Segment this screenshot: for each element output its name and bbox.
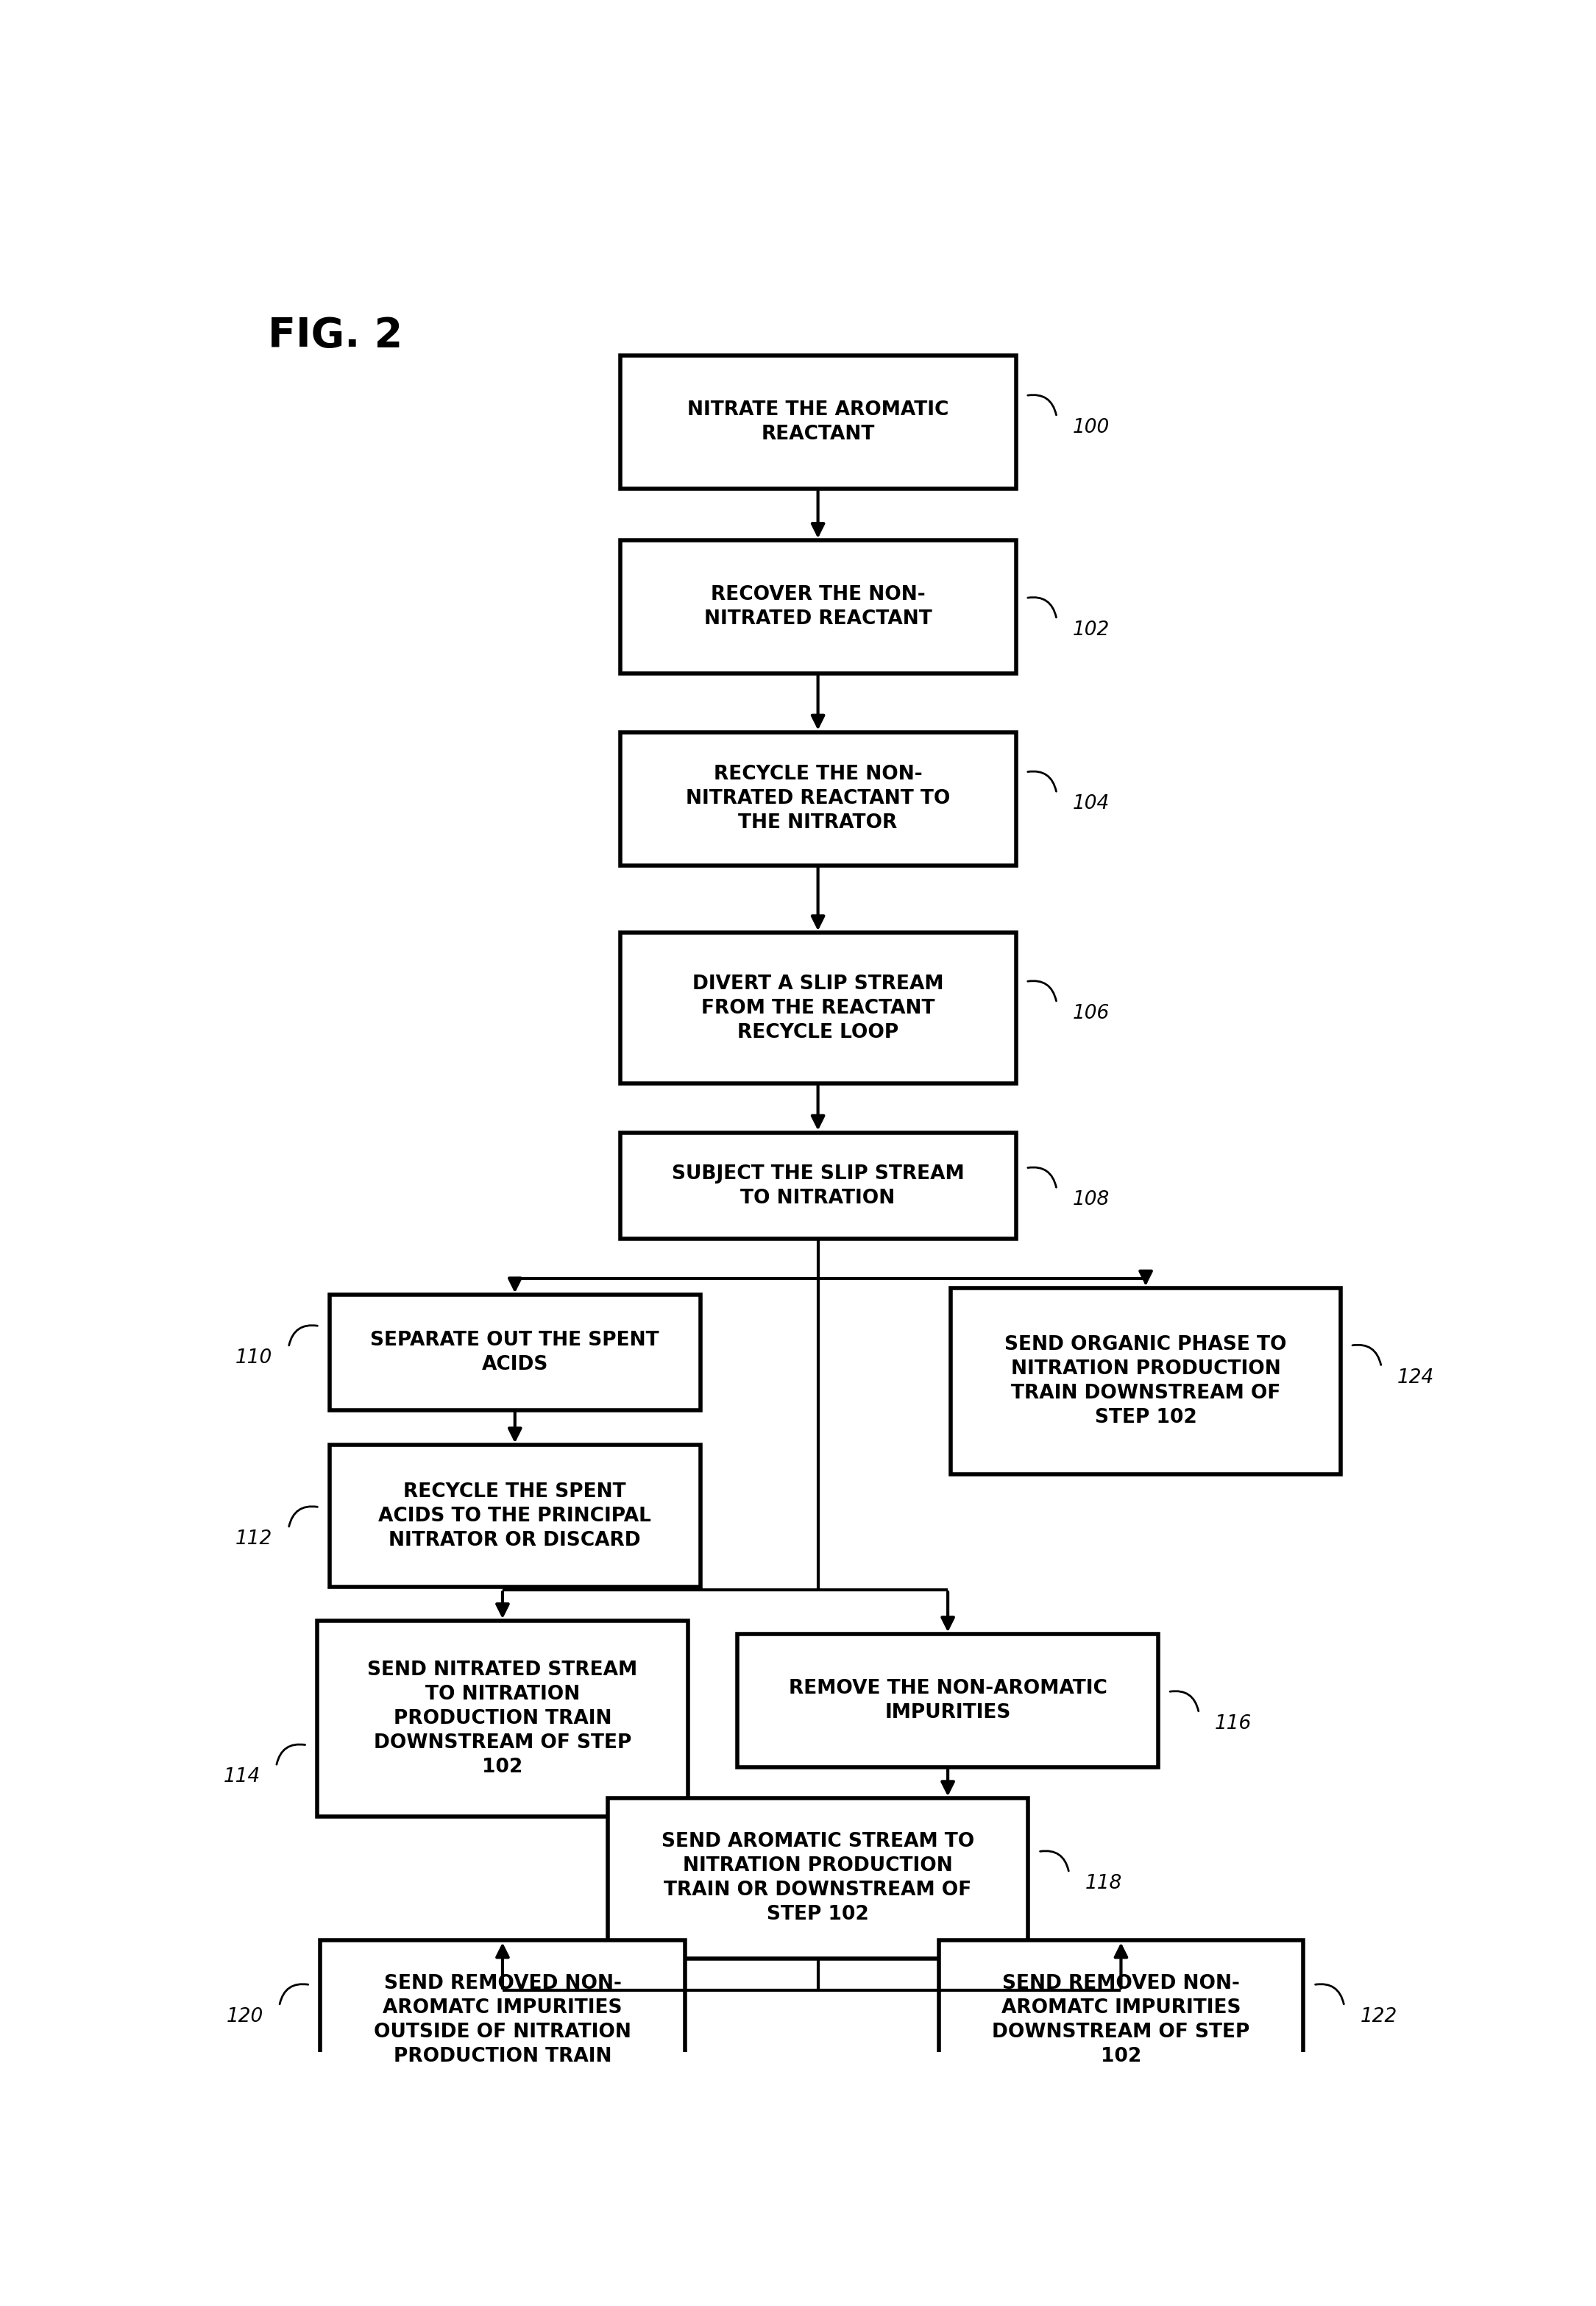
Text: DIVERT A SLIP STREAM
FROM THE REACTANT
RECYCLE LOOP: DIVERT A SLIP STREAM FROM THE REACTANT R… <box>693 975 943 1042</box>
Text: SEND REMOVED NON-
AROMATC IMPURITIES
DOWNSTREAM OF STEP
102: SEND REMOVED NON- AROMATC IMPURITIES DOW… <box>993 1974 1250 2066</box>
Text: 118: 118 <box>1085 1875 1122 1893</box>
FancyBboxPatch shape <box>619 1132 1015 1238</box>
Text: 100: 100 <box>1073 417 1109 438</box>
Text: SUBJECT THE SLIP STREAM
TO NITRATION: SUBJECT THE SLIP STREAM TO NITRATION <box>672 1165 964 1208</box>
Text: 112: 112 <box>236 1529 273 1550</box>
FancyBboxPatch shape <box>321 1939 685 2101</box>
Text: SEND NITRATED STREAM
TO NITRATION
PRODUCTION TRAIN
DOWNSTREAM OF STEP
102: SEND NITRATED STREAM TO NITRATION PRODUC… <box>367 1660 638 1776</box>
Text: 114: 114 <box>223 1769 260 1787</box>
FancyBboxPatch shape <box>318 1621 688 1817</box>
Text: 120: 120 <box>227 2006 263 2027</box>
Text: FIG. 2: FIG. 2 <box>268 316 402 355</box>
Text: 124: 124 <box>1398 1367 1435 1388</box>
Text: SEND AROMATIC STREAM TO
NITRATION PRODUCTION
TRAIN OR DOWNSTREAM OF
STEP 102: SEND AROMATIC STREAM TO NITRATION PRODUC… <box>661 1833 975 1923</box>
Text: 104: 104 <box>1073 796 1109 814</box>
Text: RECOVER THE NON-
NITRATED REACTANT: RECOVER THE NON- NITRATED REACTANT <box>704 586 932 630</box>
Text: NITRATE THE AROMATIC
REACTANT: NITRATE THE AROMATIC REACTANT <box>688 401 948 445</box>
FancyBboxPatch shape <box>608 1799 1028 1958</box>
Text: REMOVE THE NON-AROMATIC
IMPURITIES: REMOVE THE NON-AROMATIC IMPURITIES <box>788 1679 1108 1723</box>
Text: 108: 108 <box>1073 1190 1109 1211</box>
Text: RECYCLE THE SPENT
ACIDS TO THE PRINCIPAL
NITRATOR OR DISCARD: RECYCLE THE SPENT ACIDS TO THE PRINCIPAL… <box>378 1483 651 1550</box>
FancyBboxPatch shape <box>951 1289 1341 1474</box>
FancyBboxPatch shape <box>329 1296 701 1411</box>
Text: SEND ORGANIC PHASE TO
NITRATION PRODUCTION
TRAIN DOWNSTREAM OF
STEP 102: SEND ORGANIC PHASE TO NITRATION PRODUCTI… <box>1004 1335 1286 1427</box>
Text: SEPARATE OUT THE SPENT
ACIDS: SEPARATE OUT THE SPENT ACIDS <box>370 1331 659 1374</box>
FancyBboxPatch shape <box>938 1939 1304 2101</box>
Text: 102: 102 <box>1073 620 1109 639</box>
FancyBboxPatch shape <box>619 934 1015 1084</box>
Text: RECYCLE THE NON-
NITRATED REACTANT TO
THE NITRATOR: RECYCLE THE NON- NITRATED REACTANT TO TH… <box>686 766 950 832</box>
FancyBboxPatch shape <box>737 1635 1159 1766</box>
FancyBboxPatch shape <box>619 355 1015 489</box>
Text: 110: 110 <box>236 1349 273 1367</box>
FancyBboxPatch shape <box>619 733 1015 865</box>
Text: 122: 122 <box>1360 2006 1398 2027</box>
FancyBboxPatch shape <box>329 1446 701 1587</box>
Text: SEND REMOVED NON-
AROMATC IMPURITIES
OUTSIDE OF NITRATION
PRODUCTION TRAIN: SEND REMOVED NON- AROMATC IMPURITIES OUT… <box>373 1974 632 2066</box>
FancyBboxPatch shape <box>619 540 1015 673</box>
Text: 116: 116 <box>1215 1713 1251 1734</box>
Text: 106: 106 <box>1073 1003 1109 1024</box>
